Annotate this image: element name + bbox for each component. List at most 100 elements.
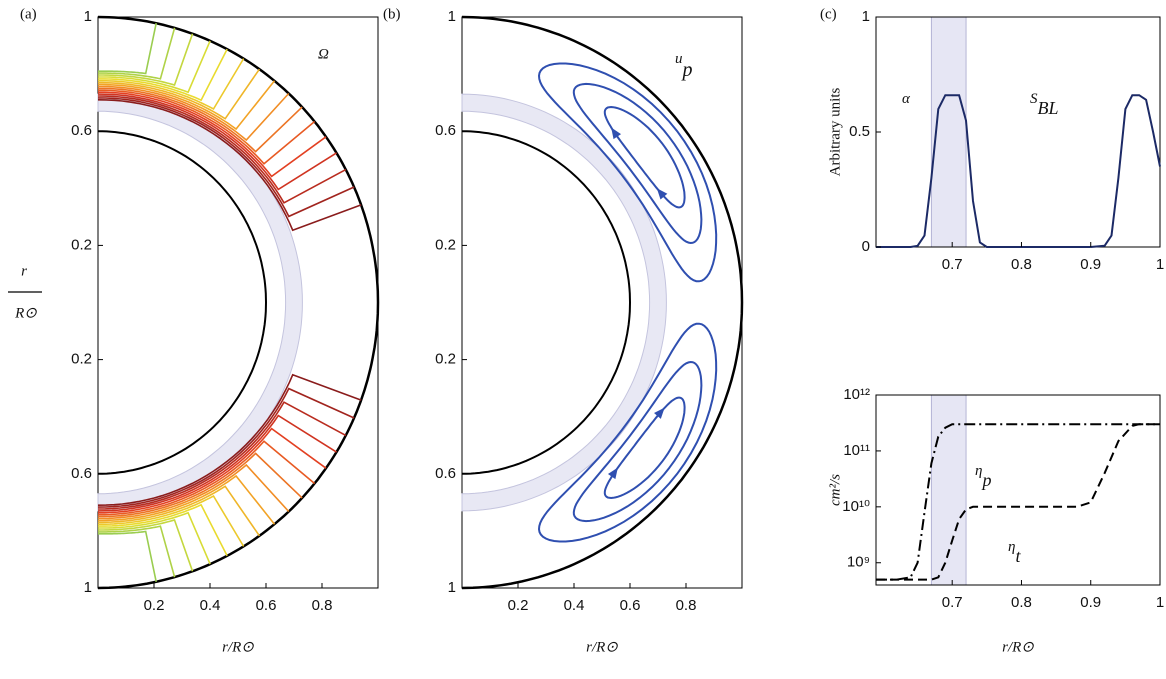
x-tick-label: 0.9: [1080, 256, 1101, 273]
rotation-contour: [97, 93, 337, 191]
series-label: α: [902, 91, 911, 107]
annotation-sub: p: [681, 59, 693, 81]
shaded-band: [930, 394, 967, 586]
y-tick-label: 0.2: [435, 236, 456, 253]
rotation-contour: [97, 519, 194, 572]
x-tick-label: 0.4: [564, 597, 585, 614]
rotation-contour: [98, 89, 316, 165]
rotation-contour: [98, 530, 157, 582]
y-tick-label: 1: [448, 8, 456, 25]
rotation-contour: [97, 373, 362, 506]
series-label-main: S: [1030, 91, 1038, 107]
series-line: [876, 94, 1091, 248]
rotation-contour: [98, 68, 261, 120]
x-tick-label: 1: [1156, 594, 1164, 611]
inner-boundary: [97, 130, 268, 475]
series-label-sub: p: [980, 470, 991, 490]
inner-boundary: [461, 130, 632, 475]
series-label-main: η: [975, 463, 982, 479]
rotation-contour: [98, 91, 327, 178]
y-tick-label: 1: [448, 579, 456, 596]
y-axis-label-top: r: [21, 263, 27, 279]
y-tick-label: 1: [862, 8, 870, 25]
streamline: [572, 360, 703, 523]
x-axis-label: r/R⊙: [1002, 639, 1034, 655]
series-line: [1090, 94, 1161, 248]
rotation-contour: [97, 414, 337, 512]
x-tick-label: 0.2: [508, 597, 529, 614]
rotation-contour: [97, 401, 347, 510]
streamline: [537, 62, 718, 283]
flow-arrow: [607, 467, 618, 480]
x-tick-label: 0.7: [942, 594, 963, 611]
y-tick-label: 0.5: [849, 123, 870, 140]
annotation-main: u: [675, 51, 683, 67]
x-tick-label: 0.6: [620, 597, 641, 614]
rotation-contour: [98, 23, 157, 75]
outer-boundary: [97, 15, 380, 590]
rotation-contour: [97, 95, 347, 204]
rotation-contour: [98, 85, 290, 142]
panel-label: (a): [20, 6, 37, 22]
x-tick-label: 0.9: [1080, 594, 1101, 611]
rotation-contour: [98, 485, 261, 537]
y-tick-label: 0.6: [435, 122, 456, 139]
rotation-contour: [97, 97, 355, 218]
series-label: ηt: [1008, 539, 1021, 566]
plot-frame: [875, 394, 1161, 586]
y-axis-label: cm²/s: [827, 474, 843, 506]
plot-frame: [875, 16, 1161, 248]
flow-arrow: [654, 407, 665, 419]
x-tick-label: 0.8: [1011, 256, 1032, 273]
tachocline-shell: [97, 93, 303, 512]
annotation: Ω: [318, 46, 329, 62]
x-tick-label: 0.4: [200, 597, 221, 614]
rotation-contour: [97, 387, 355, 508]
series-label-sub: BL: [1038, 98, 1059, 118]
y-tick-label: 0.6: [435, 465, 456, 482]
y-tick-label: 0.2: [71, 236, 92, 253]
y-tick-label: 0.6: [71, 122, 92, 139]
streamline: [603, 396, 686, 500]
x-tick-label: 0.8: [676, 597, 697, 614]
y-tick-label: 0.2: [435, 351, 456, 368]
series-label-sub: t: [1015, 546, 1021, 566]
tachocline-shell: [461, 93, 667, 512]
rotation-contour: [98, 525, 176, 578]
annotation: up: [675, 51, 693, 80]
rotation-contour: [98, 427, 327, 514]
flow-arrow: [611, 127, 622, 140]
streamline: [537, 322, 718, 543]
y-tick-label: 0: [862, 238, 870, 255]
y-tick-label: 0.6: [71, 465, 92, 482]
y-tick-label: 10¹¹: [843, 442, 870, 459]
y-tick-label: 1: [84, 579, 92, 596]
rotation-contour: [98, 80, 276, 131]
rotation-contour: [98, 87, 303, 153]
x-tick-label: 0.6: [256, 597, 277, 614]
x-tick-label: 0.2: [144, 597, 165, 614]
panel-label: (c): [820, 6, 837, 22]
x-axis-label: r/R⊙: [222, 639, 254, 655]
outer-boundary: [461, 15, 744, 590]
rotation-contour: [98, 452, 303, 518]
x-tick-label: 0.8: [1011, 594, 1032, 611]
rotation-contour: [98, 474, 276, 525]
y-tick-label: 10⁹: [847, 554, 870, 571]
series-label-main: α: [902, 91, 911, 107]
x-tick-label: 0.8: [312, 597, 333, 614]
rotation-contour: [98, 48, 228, 102]
panel-label: (b): [383, 6, 401, 22]
rotation-contour: [98, 494, 245, 547]
rotation-contour: [98, 440, 316, 516]
series-label: ηp: [975, 463, 991, 490]
flow-arrow: [656, 188, 668, 200]
y-axis-label: Arbitrary units: [827, 87, 843, 176]
rotation-contour: [98, 58, 245, 111]
y-tick-label: 1: [84, 8, 92, 25]
series-label: SBL: [1030, 91, 1059, 118]
rotation-contour: [98, 463, 290, 520]
y-axis-label-bottom: R⊙: [14, 305, 37, 321]
